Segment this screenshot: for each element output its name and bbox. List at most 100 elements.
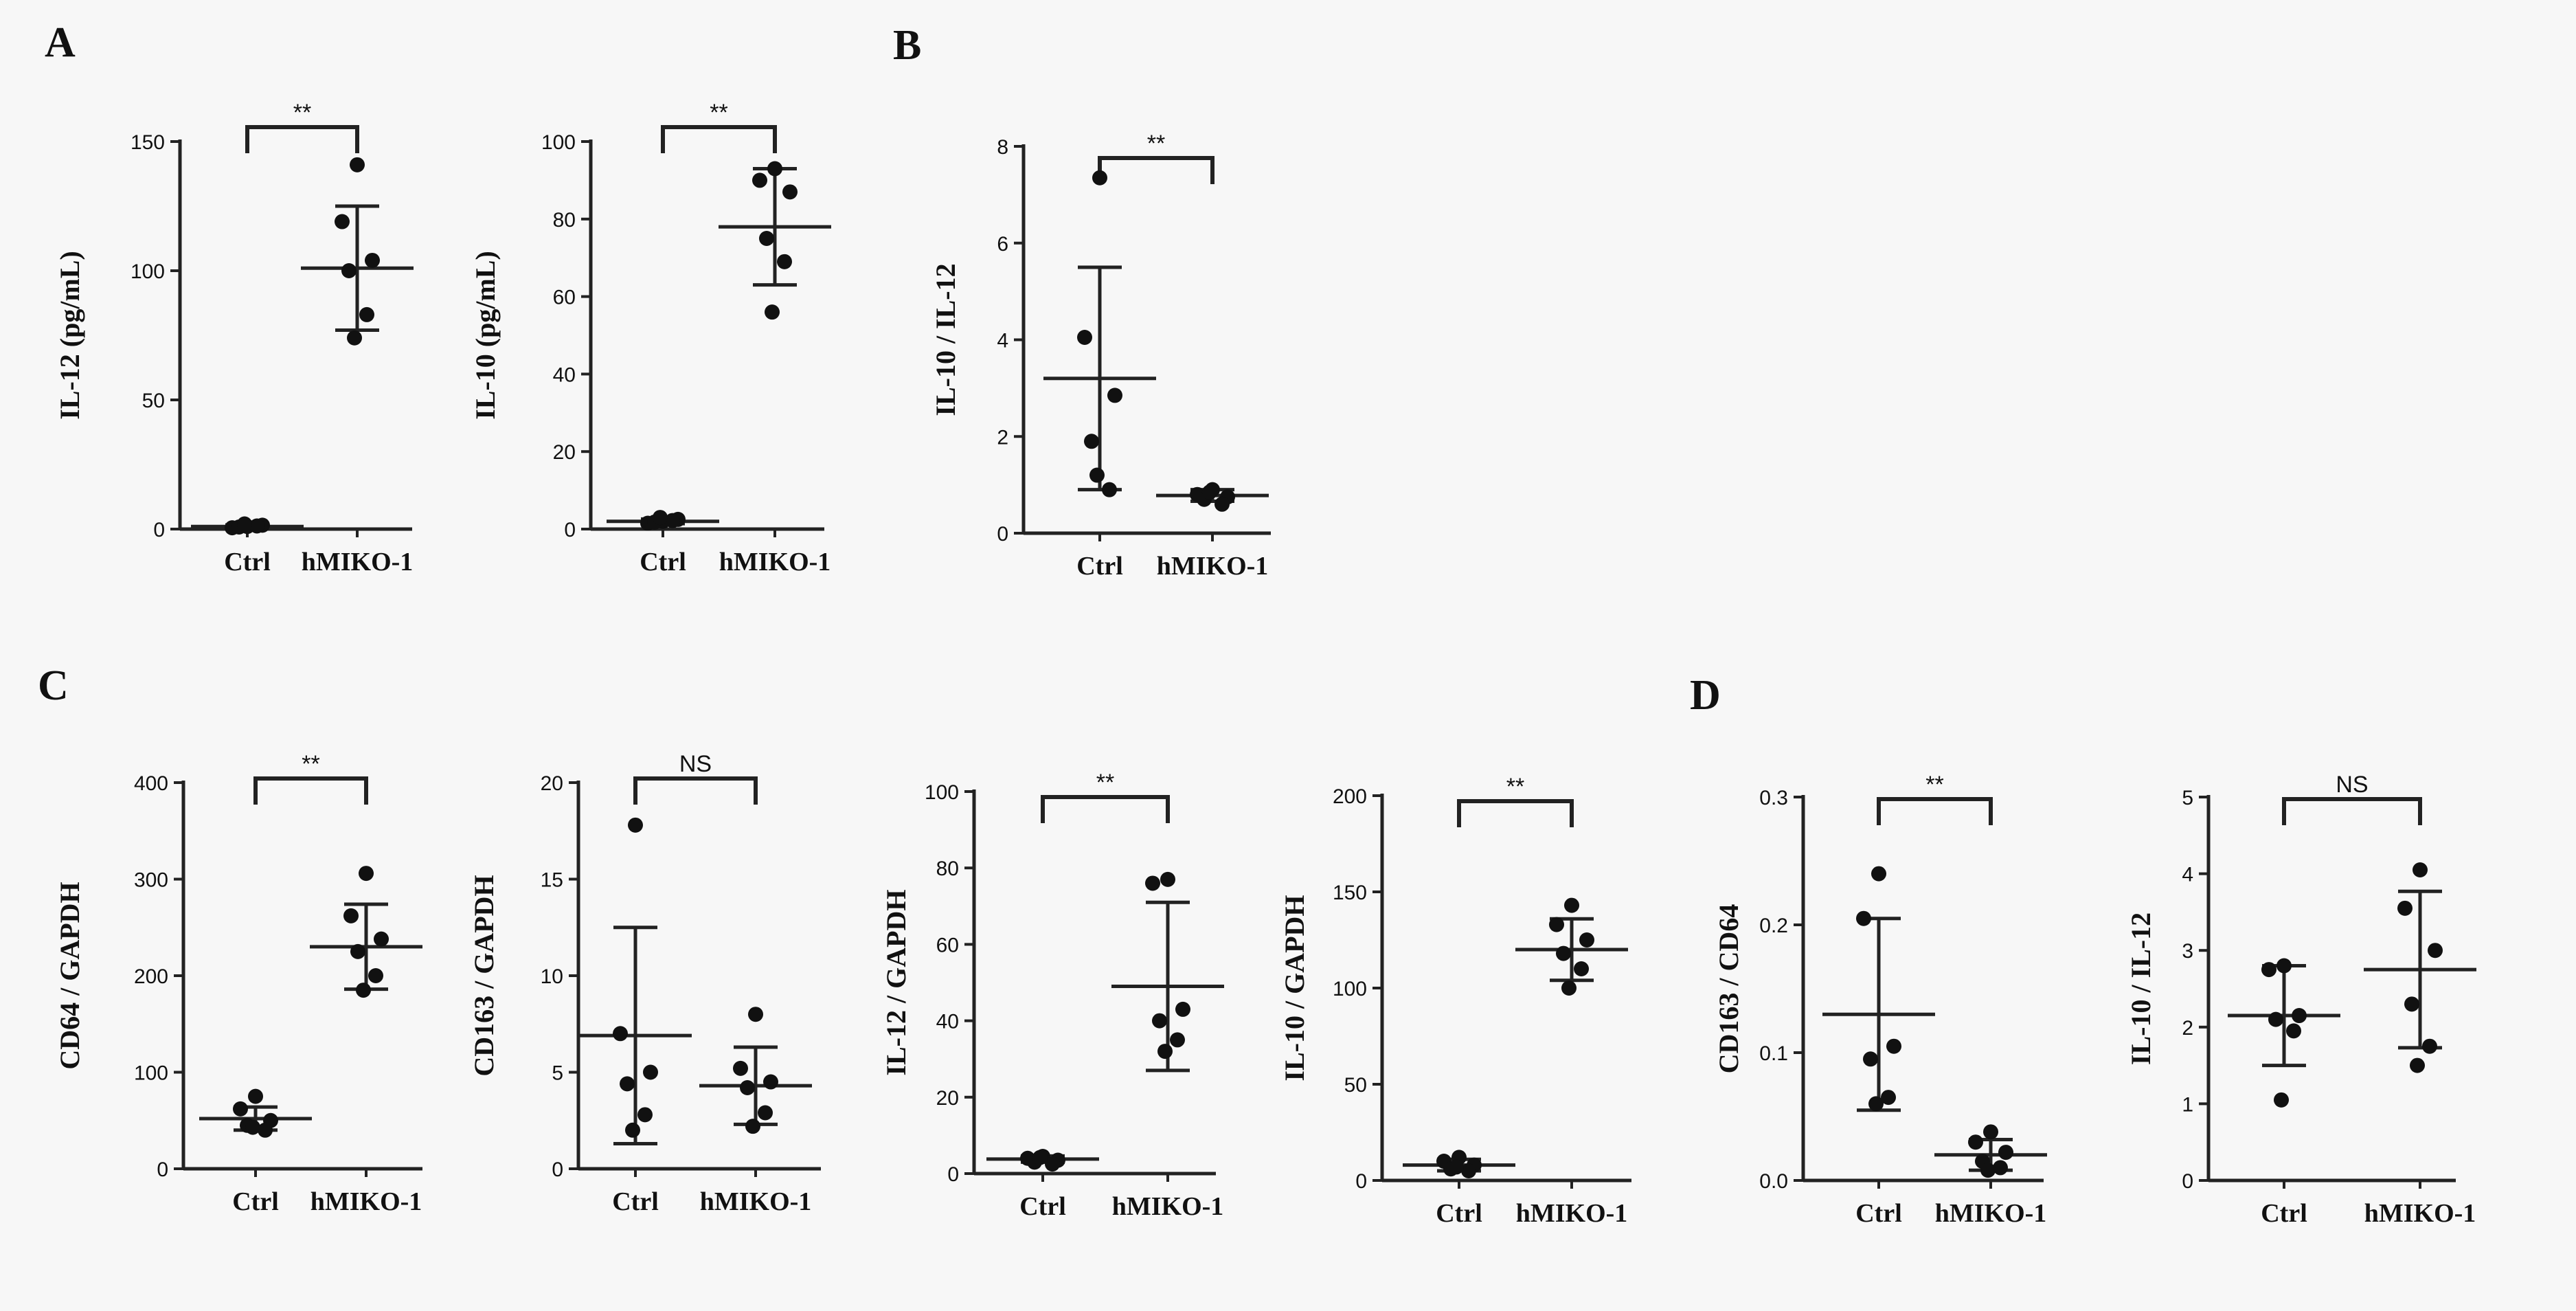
y-tick-label: 0 (997, 523, 1008, 546)
x-tick-label: Ctrl (612, 1187, 659, 1216)
significance-bracket (1877, 797, 1993, 825)
data-point (1175, 1001, 1190, 1017)
data-point (359, 306, 374, 322)
data-point (2422, 1038, 2437, 1054)
x-tick-label: Ctrl (1436, 1199, 1482, 1228)
y-tick-label: 100 (131, 260, 165, 283)
x-tick-label: Ctrl (1855, 1199, 1902, 1228)
x-tick-label: hMIKO-1 (719, 548, 831, 576)
data-point (2413, 862, 2428, 878)
y-tick-label: 5 (2182, 787, 2193, 809)
data-point (359, 866, 374, 882)
data-point (625, 1122, 640, 1138)
data-point (2428, 943, 2443, 959)
data-point (248, 1088, 263, 1104)
y-tick-label: 0 (1355, 1170, 1367, 1193)
data-point (1077, 329, 1092, 345)
y-tick-label: 400 (134, 772, 168, 795)
data-point (1868, 1096, 1884, 1112)
y-tick-label: 0.1 (1759, 1042, 1788, 1065)
y-tick-label: 100 (925, 781, 959, 804)
y-axis-label: IL-10 (pg/mL) (470, 251, 501, 420)
y-tick-label: 0.3 (1759, 787, 1788, 809)
y-tick-label: 50 (1344, 1074, 1367, 1097)
series-ctrl (1043, 170, 1156, 497)
data-point (233, 1101, 248, 1117)
y-tick-label: 200 (134, 965, 168, 988)
plot-4: 0 100 200 300 400 Ctrl hMIKO-1 CD64 / GAPDH ** (54, 751, 422, 1216)
data-point (1089, 467, 1105, 483)
data-point (1886, 1038, 1901, 1054)
y-tick-label: 2 (997, 426, 1008, 449)
y-axis-label: IL-10 / IL-12 (930, 263, 961, 416)
data-point (1980, 1163, 1996, 1178)
y-tick-label: 40 (553, 363, 576, 386)
significance-label: ** (1096, 770, 1114, 796)
panel-label-a: A (45, 19, 76, 66)
significance-bracket (245, 125, 359, 153)
data-point (1214, 496, 1230, 512)
y-tick-label: 80 (553, 209, 576, 232)
data-point (1574, 961, 1589, 976)
x-tick-label: hMIKO-1 (310, 1187, 422, 1216)
y-tick-label: 20 (541, 772, 563, 795)
data-point (343, 908, 359, 923)
significance-bracket (633, 776, 758, 805)
data-point (1032, 1150, 1048, 1165)
x-tick-label: hMIKO-1 (2364, 1199, 2476, 1228)
plot-2: 0 20 40 60 80 100 Ctrl hMIKO-1 IL-10 (pg/mL) ** (470, 100, 831, 576)
data-point (752, 172, 767, 188)
y-axis-label: CD163 / GAPDH (468, 875, 499, 1076)
x-tick-label: Ctrl (1019, 1192, 1066, 1221)
series-hmiko-1 (719, 161, 831, 320)
data-point (1102, 482, 1117, 497)
series-hmiko-1 (699, 1007, 812, 1134)
series-ctrl (607, 510, 719, 531)
series-hmiko-1 (2364, 862, 2476, 1073)
series-ctrl (191, 516, 304, 536)
data-point (1107, 388, 1122, 403)
data-point (2397, 900, 2413, 916)
data-point (2292, 1008, 2307, 1024)
series-ctrl (199, 1088, 312, 1138)
y-tick-label: 2 (2182, 1017, 2193, 1040)
data-point (1983, 1124, 1998, 1140)
data-point (1998, 1145, 2013, 1161)
y-tick-label: 0 (552, 1158, 563, 1181)
y-tick-label: 100 (541, 131, 576, 154)
significance-bracket (2282, 797, 2422, 825)
data-point (745, 1119, 760, 1134)
data-point (1461, 1163, 1476, 1178)
series-hmiko-1 (310, 866, 422, 998)
significance-label: ** (1925, 772, 1943, 798)
x-tick-label: Ctrl (1076, 552, 1123, 581)
data-point (653, 510, 668, 526)
significance-label: ** (302, 751, 319, 777)
data-point (2276, 958, 2292, 974)
y-tick-label: 40 (936, 1011, 959, 1033)
plot-6: 0 20 40 60 80 100 Ctrl hMIKO-1 IL-12 / GAPDH ** (881, 770, 1224, 1221)
data-point (1549, 917, 1564, 932)
data-point (335, 214, 350, 229)
y-tick-label: 0.0 (1759, 1170, 1788, 1193)
y-axis-label: IL-12 (pg/mL) (54, 251, 85, 420)
significance-bracket (661, 125, 777, 153)
data-point (1564, 897, 1579, 913)
data-point (356, 983, 371, 998)
data-point (1856, 910, 1871, 926)
data-point (759, 231, 774, 246)
y-tick-label: 4 (997, 330, 1008, 352)
x-tick-label: Ctrl (224, 548, 271, 576)
y-tick-label: 150 (1333, 882, 1367, 904)
data-point (733, 1060, 748, 1076)
data-point (1556, 945, 1571, 961)
data-point (245, 1119, 260, 1135)
y-tick-label: 300 (134, 869, 168, 892)
y-tick-label: 1 (2182, 1093, 2193, 1116)
y-tick-label: 0 (564, 519, 576, 541)
plot-5: 0 5 10 15 20 Ctrl hMIKO-1 CD163 / GAPDH NS (468, 751, 821, 1216)
data-point (637, 1107, 653, 1123)
data-point (1863, 1051, 1878, 1067)
